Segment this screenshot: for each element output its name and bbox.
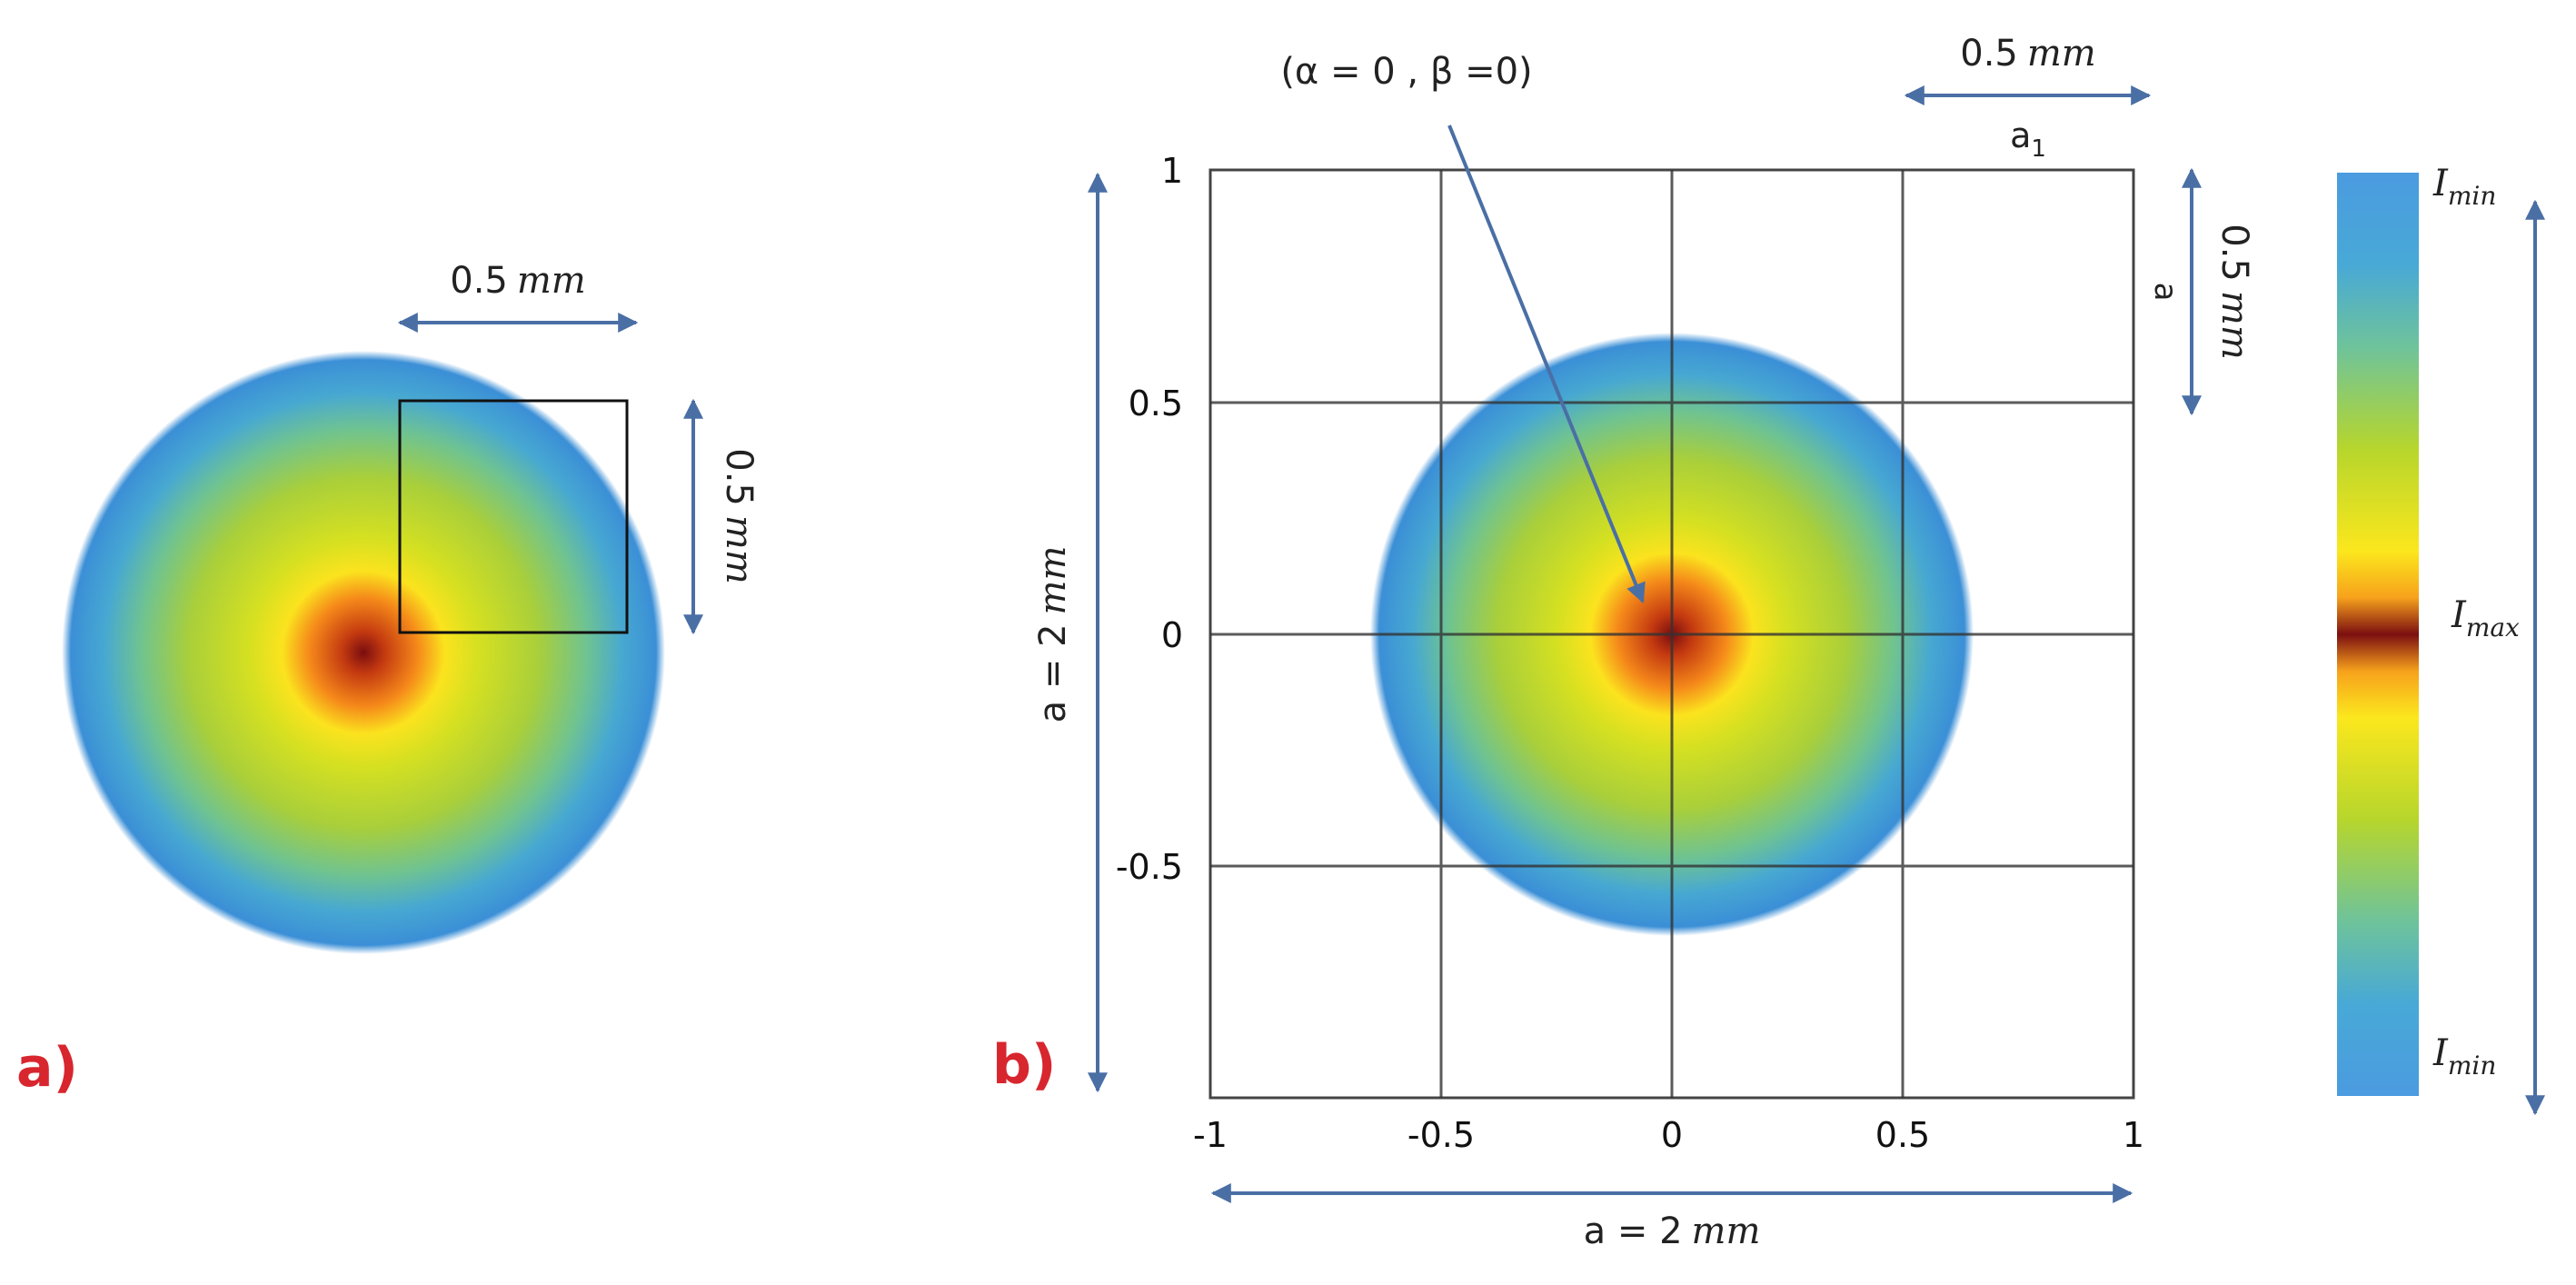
- y-tick-label: -0.5: [1116, 847, 1183, 887]
- x-tick-label: -0.5: [1407, 1115, 1475, 1155]
- panel-a-beam-spot: [62, 351, 665, 954]
- panel-b: -1 -0.5 0 0.5 1 1 0.5 0 -0.5 (α = 0 , β …: [992, 33, 2255, 1252]
- colorbar-gradient: [2337, 173, 2419, 1096]
- left-height-label: a = 2mm: [1032, 546, 1074, 723]
- x-tick-label: 1: [2123, 1115, 2144, 1155]
- colorbar-bottom-label: Imin: [2432, 1032, 2496, 1081]
- x-tick-label: -1: [1193, 1115, 1228, 1155]
- right-height-label: 0.5mm: [2213, 224, 2255, 359]
- panel-a-zoom-box: [398, 399, 629, 634]
- x-tick-label: 0.5: [1875, 1115, 1930, 1155]
- panel-a-height-label: 0.5mm: [718, 448, 760, 583]
- panel-b-grid: [1210, 170, 2133, 1098]
- bottom-width-label: a = 2 mm: [1584, 1210, 1761, 1252]
- right-height-symbol: a: [2147, 283, 2183, 302]
- top-width-symbol: a1: [2010, 115, 2046, 163]
- y-tick-label: 0.5: [1129, 384, 1183, 423]
- x-tick-label: 0: [1661, 1115, 1683, 1155]
- top-width-label: 0.5 mm: [1960, 33, 2095, 75]
- colorbar-mid-label: Imax: [2451, 594, 2520, 642]
- colorbar-top-label: Imin: [2432, 163, 2496, 211]
- colorbar: Imin Imax Imin: [2337, 163, 2545, 1116]
- origin-annotation: (α = 0 , β =0): [1280, 51, 1532, 93]
- panel-b-label: b): [992, 1033, 1056, 1097]
- origin-pointer-arrow: [1447, 125, 1646, 604]
- y-tick-label: 0: [1161, 615, 1183, 655]
- panel-a-width-label: 0.5 mm: [450, 260, 585, 302]
- panel-a-label: a): [16, 1036, 78, 1100]
- y-tick-label: 1: [1161, 151, 1183, 191]
- panel-a: 0.5 mm 0.5mm a): [16, 260, 760, 1100]
